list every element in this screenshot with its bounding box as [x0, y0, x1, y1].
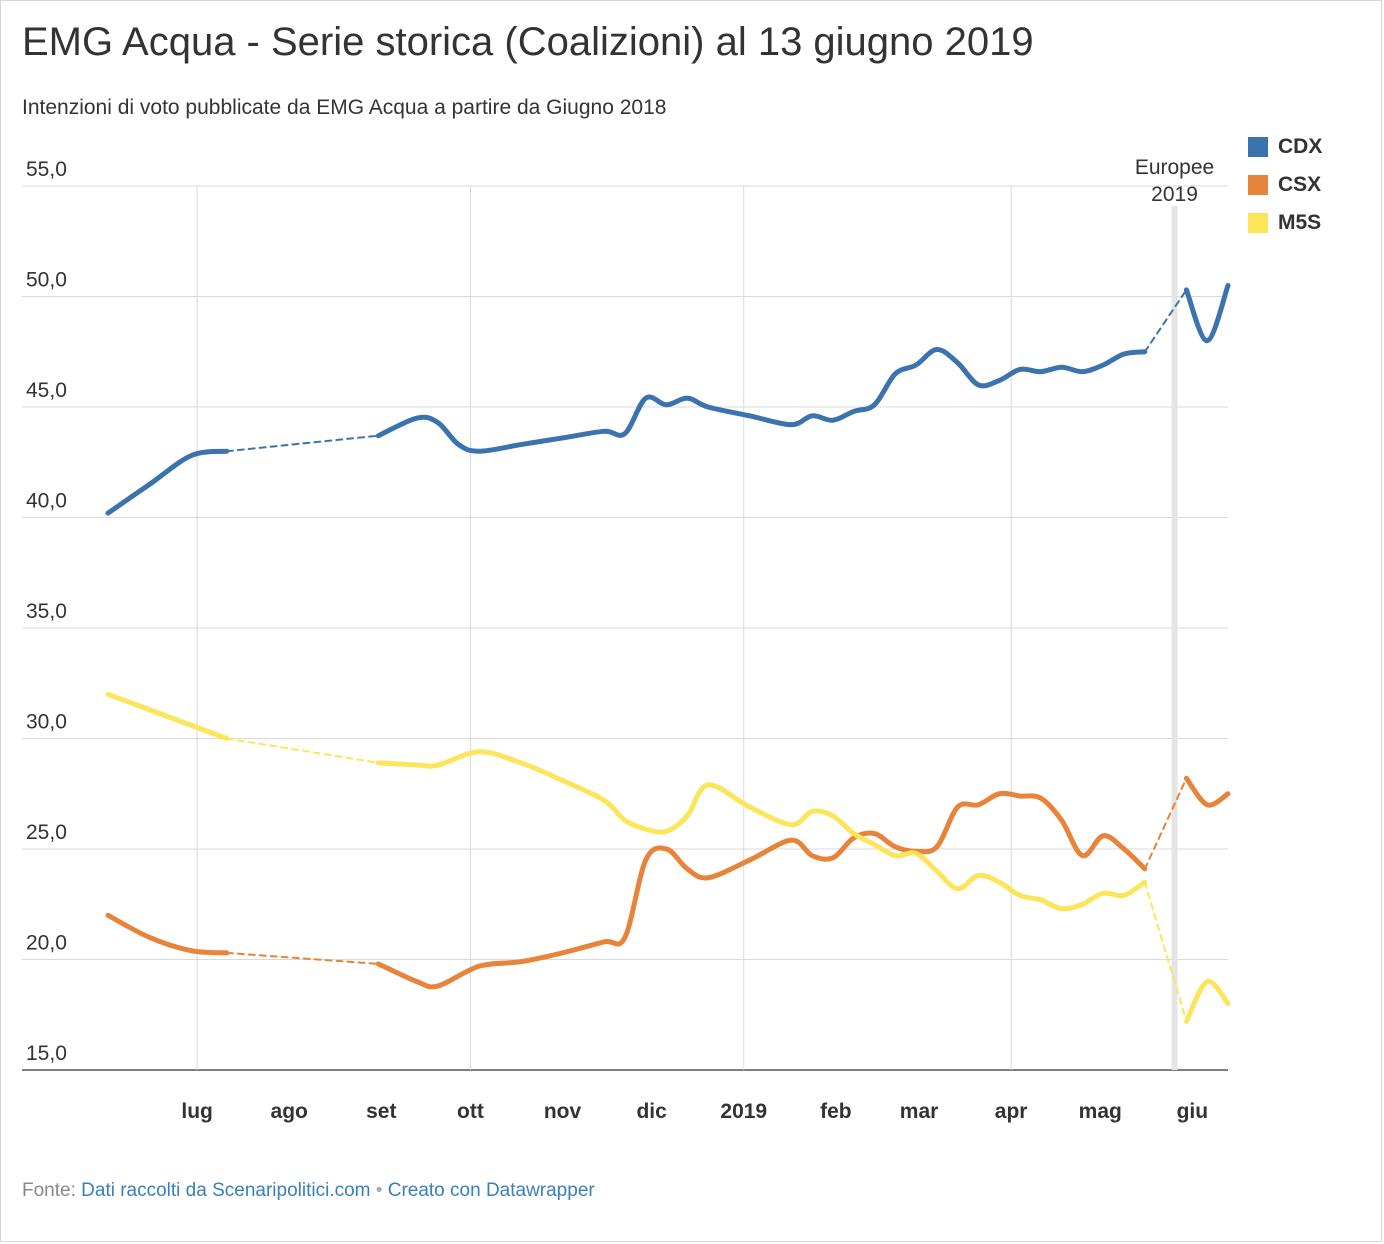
y-tick-label: 40,0 — [26, 490, 67, 513]
x-tick-label: feb — [820, 1100, 852, 1123]
series-line-csx-dashed — [225, 951, 380, 965]
y-tick-labels: 15,0 20,0 25,0 30,0 35,0 40,0 45,0 50,0 55,0 — [26, 158, 67, 1065]
x-tick-label: giu — [1177, 1100, 1209, 1123]
y-tick-label: 20,0 — [26, 932, 67, 955]
x-tick-label: mag — [1079, 1100, 1122, 1123]
series-line-csx — [375, 790, 1148, 990]
chart-subtitle: Intenzioni di voto pubblicate da EMG Acq… — [22, 96, 667, 119]
legend-swatch-cdx — [1248, 137, 1268, 157]
y-tick-label: 15,0 — [26, 1042, 67, 1065]
x-tick-label: dic — [636, 1100, 667, 1123]
x-gridlines — [196, 186, 1012, 1070]
datawrapper-link[interactable]: Creato con Datawrapper — [387, 1180, 595, 1201]
series-line-cdx — [1183, 282, 1231, 344]
series-line-cdx — [105, 448, 230, 516]
election-annotation: Europee 2019 — [1135, 156, 1214, 1070]
x-tick-label: nov — [544, 1100, 582, 1123]
y-tick-label: 55,0 — [26, 158, 67, 181]
x-tick-label: set — [366, 1100, 396, 1123]
legend-label-csx: CSX — [1278, 173, 1322, 196]
series-line-m5s — [375, 749, 1148, 912]
x-tick-label: ago — [271, 1100, 308, 1123]
election-band — [1171, 206, 1178, 1070]
footer-separator: • — [370, 1180, 388, 1201]
x-tick-label: lug — [181, 1100, 213, 1123]
legend-swatch-csx — [1248, 175, 1268, 195]
source-link[interactable]: Dati raccolti da Scenaripolitici.com — [81, 1180, 371, 1201]
series-cdx — [105, 282, 1231, 516]
annotation-label: Europee — [1135, 156, 1214, 179]
annotation-label: 2019 — [1151, 183, 1198, 206]
x-tick-label: 2019 — [720, 1100, 767, 1123]
series-line-m5s-dashed — [225, 737, 380, 764]
series-line-csx — [105, 912, 230, 956]
series-line-m5s-dashed — [1143, 881, 1188, 1023]
series-csx — [105, 775, 1231, 990]
x-tick-label: apr — [995, 1100, 1028, 1123]
series-line-csx — [1183, 775, 1231, 808]
y-tick-label: 30,0 — [26, 711, 67, 734]
series-line-m5s — [1183, 979, 1231, 1024]
legend-label-m5s: M5S — [1278, 211, 1322, 234]
chart-title: EMG Acqua - Serie storica (Coalizioni) a… — [22, 20, 1034, 64]
legend: CDX CSX M5S — [1248, 128, 1322, 242]
x-tick-label: ott — [457, 1100, 484, 1123]
legend-item-cdx: CDX — [1248, 128, 1322, 166]
y-tick-label: 35,0 — [26, 600, 67, 623]
x-tick-label: mar — [900, 1100, 939, 1123]
footer-prefix: Fonte: — [22, 1180, 82, 1201]
series-m5s — [105, 691, 1231, 1024]
series-line-m5s — [105, 691, 230, 741]
y-gridlines — [22, 185, 1228, 1071]
legend-label-cdx: CDX — [1278, 135, 1323, 158]
y-tick-label: 25,0 — [26, 821, 67, 844]
series-lines — [105, 282, 1231, 1024]
y-tick-label: 50,0 — [26, 269, 67, 292]
y-tick-label: 45,0 — [26, 379, 67, 402]
legend-item-m5s: M5S — [1248, 204, 1322, 242]
x-tick-labels: lug ago set ott nov dic 2019 feb mar apr mag giu — [181, 1100, 1208, 1123]
series-line-cdx-dashed — [225, 434, 380, 453]
footer: Fonte: Dati raccolti da Scenaripolitici.… — [22, 1180, 595, 1202]
legend-swatch-m5s — [1248, 213, 1268, 233]
series-line-cdx-dashed — [1143, 288, 1188, 353]
legend-item-csx: CSX — [1248, 166, 1322, 204]
series-line-cdx — [375, 347, 1148, 454]
series-line-csx-dashed — [1143, 777, 1188, 870]
